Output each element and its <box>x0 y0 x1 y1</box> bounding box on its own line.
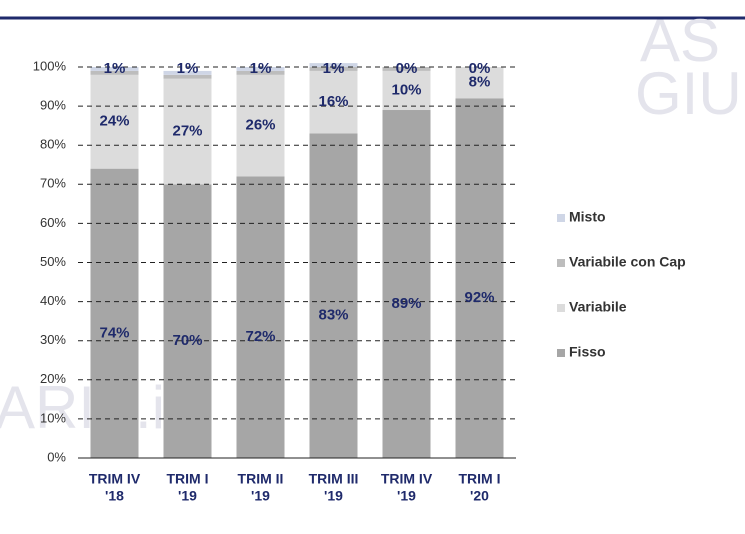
data-label: 83% <box>318 307 348 324</box>
data-label: 10% <box>391 81 421 98</box>
bar-segment <box>309 133 358 458</box>
x-tick-label: TRIM IV <box>381 471 433 487</box>
data-label: 0% <box>469 60 491 77</box>
y-tick-label: 50% <box>40 254 66 269</box>
y-tick-label: 60% <box>40 215 66 230</box>
bar-segment <box>382 70 431 111</box>
bar-segment <box>163 184 212 459</box>
data-label: 27% <box>172 122 202 139</box>
bar-segment <box>236 70 285 75</box>
data-label: 72% <box>245 328 275 345</box>
data-label: 26% <box>245 117 275 134</box>
y-tick-label: 70% <box>40 176 66 191</box>
data-label: 1% <box>323 60 345 77</box>
data-label: 70% <box>172 332 202 349</box>
x-tick-label: TRIM III <box>309 471 359 487</box>
legend-swatch <box>557 214 565 222</box>
data-label: 92% <box>464 289 494 306</box>
x-tick-label: '20 <box>470 488 489 504</box>
bar-segment <box>163 78 212 185</box>
legend-label: Misto <box>569 209 606 225</box>
data-label: 1% <box>177 60 199 77</box>
legend-label: Variabile con Cap <box>569 254 686 270</box>
bar-segment <box>236 67 285 71</box>
x-tick-label: '19 <box>397 488 416 504</box>
bar-segment <box>382 67 431 71</box>
bar-segment <box>455 67 504 99</box>
bar-segment <box>163 70 212 75</box>
bar-segment <box>163 74 212 79</box>
x-tick-label: TRIM IV <box>89 471 141 487</box>
data-label: 1% <box>250 60 272 77</box>
x-tick-label: TRIM I <box>167 471 209 487</box>
bar-segment <box>309 67 358 71</box>
bar-segment <box>309 63 358 67</box>
y-tick-label: 0% <box>47 449 66 464</box>
bar-segment <box>382 110 431 458</box>
legend-label: Variabile <box>569 299 627 315</box>
data-label: 24% <box>99 113 129 130</box>
watermark: GIUD <box>635 60 745 127</box>
bar-segment <box>236 176 285 459</box>
data-label: 1% <box>104 60 126 77</box>
y-tick-label: 10% <box>40 410 66 425</box>
bar-segment <box>90 74 139 169</box>
legend-swatch <box>557 349 565 357</box>
bar-segment <box>90 67 139 71</box>
data-label: 74% <box>99 324 129 341</box>
data-label: 0% <box>396 60 418 77</box>
x-tick-label: TRIM II <box>238 471 284 487</box>
data-label: 16% <box>318 93 348 110</box>
y-tick-label: 30% <box>40 332 66 347</box>
x-tick-label: '19 <box>324 488 343 504</box>
bar-segment <box>455 98 504 458</box>
watermark: AS <box>640 7 720 74</box>
y-tick-label: 90% <box>40 98 66 113</box>
legend-swatch <box>557 259 565 267</box>
y-tick-label: 80% <box>40 137 66 152</box>
bar-segment <box>236 74 285 177</box>
x-tick-label: '19 <box>251 488 270 504</box>
bar-segment <box>309 70 358 134</box>
bar-segment <box>90 168 139 458</box>
x-tick-label: '18 <box>105 488 124 504</box>
data-label: 8% <box>469 74 491 91</box>
legend-swatch <box>557 304 565 312</box>
x-tick-label: TRIM I <box>459 471 501 487</box>
data-label: 89% <box>391 295 421 312</box>
bar-segment <box>90 70 139 75</box>
y-tick-label: 20% <box>40 371 66 386</box>
x-tick-label: '19 <box>178 488 197 504</box>
y-tick-label: 100% <box>33 58 67 73</box>
y-tick-label: 40% <box>40 293 66 308</box>
legend-label: Fisso <box>569 344 606 360</box>
